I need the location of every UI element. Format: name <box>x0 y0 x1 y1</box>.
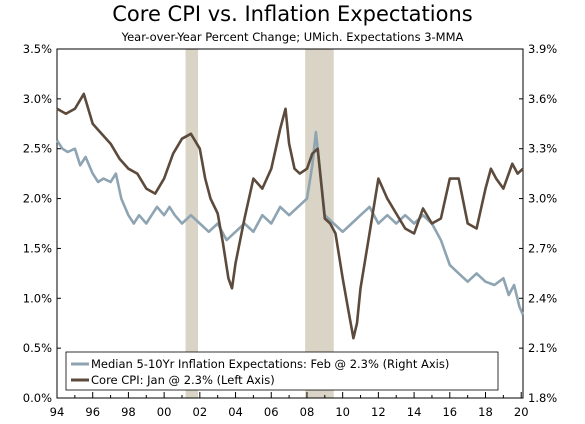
right-axis: 1.8% 2.1% 2.4% 2.7% 3.0% 3.3% 3.6% 3.9% <box>519 42 557 405</box>
right-tick-label: 3.0% <box>528 192 557 206</box>
x-tick-label: 18 <box>478 405 493 419</box>
x-tick-label: 98 <box>121 405 136 419</box>
right-tick-label: 1.8% <box>528 391 557 405</box>
left-tick-label: 1.5% <box>23 241 52 255</box>
x-tick-label: 96 <box>85 405 100 419</box>
right-tick-label: 3.3% <box>528 142 557 156</box>
left-axis: 0.0% 0.5% 1.0% 1.5% 2.0% 2.5% 3.0% 3.5% <box>23 42 61 405</box>
x-tick-label: 08 <box>300 405 315 419</box>
x-tick-label: 00 <box>157 405 172 419</box>
x-tick-label: 06 <box>264 405 279 419</box>
plot-frame <box>56 48 524 399</box>
x-tick-label: 16 <box>442 405 457 419</box>
x-tick-label: 94 <box>50 405 65 419</box>
legend-label-cpi: Core CPI: Jan @ 2.3% (Left Axis) <box>91 373 275 387</box>
legend: Median 5-10Yr Inflation Expectations: Fe… <box>65 351 499 391</box>
left-tick-label: 3.0% <box>23 92 52 106</box>
left-tick-label: 1.0% <box>23 291 52 305</box>
left-tick-label: 0.5% <box>23 341 52 355</box>
recession-bands <box>185 49 334 398</box>
x-tick-label: 10 <box>335 405 350 419</box>
right-tick-label: 2.7% <box>528 241 557 255</box>
legend-label-expectations: Median 5-10Yr Inflation Expectations: Fe… <box>91 357 449 371</box>
series-line-expectations <box>55 130 525 316</box>
series-lines <box>55 92 525 340</box>
x-tick-label: 20 <box>514 405 529 419</box>
left-tick-label: 3.5% <box>23 42 52 56</box>
series-line-core-cpi <box>56 92 524 340</box>
right-tick-label: 2.4% <box>528 291 557 305</box>
x-tick-label: 04 <box>228 405 243 419</box>
left-tick-label: 0.0% <box>23 391 52 405</box>
x-tick-label: 02 <box>193 405 208 419</box>
recession-band-1 <box>185 49 199 398</box>
chart-title: Core CPI vs. Inflation Expectations <box>112 2 473 26</box>
left-tick-label: 2.5% <box>23 142 52 156</box>
right-tick-label: 3.9% <box>528 42 557 56</box>
left-tick-label: 2.0% <box>23 192 52 206</box>
chart-subtitle: Year-over-Year Percent Change; UMich. Ex… <box>121 30 464 44</box>
right-tick-label: 2.1% <box>528 341 557 355</box>
x-tick-label: 12 <box>371 405 386 419</box>
x-axis: 94 96 98 00 02 04 06 08 10 12 14 16 18 20 <box>50 392 529 419</box>
right-tick-label: 3.6% <box>528 92 557 106</box>
legend-box <box>65 351 499 391</box>
x-tick-label: 14 <box>407 405 422 419</box>
